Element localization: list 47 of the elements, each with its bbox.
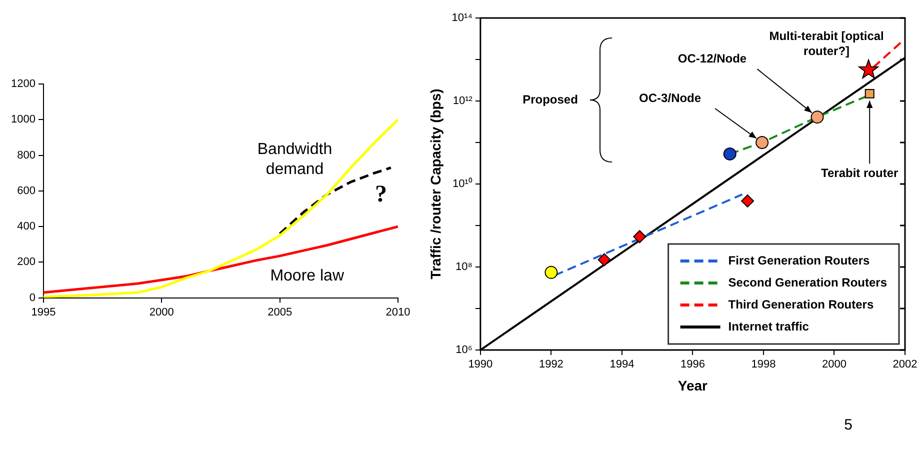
series-label: Moore law [270, 268, 344, 285]
x-tick-label: 1992 [538, 358, 564, 371]
y-tick-label: 1200 [10, 78, 36, 90]
annotation: Multi-terabit [optical router?] [769, 28, 884, 58]
point [544, 266, 558, 279]
y-tick-label: 10⁶ [456, 344, 472, 356]
x-tick-label: 2000 [149, 306, 174, 318]
annotation: OC-3/Node [639, 90, 702, 105]
x-tick-label: 1994 [610, 358, 634, 371]
legend-label: First Generation Routers [728, 253, 870, 268]
x-tick-label: 2000 [822, 358, 846, 371]
legend-label: Internet traffic [728, 319, 810, 334]
annotation: Proposed [522, 92, 578, 106]
annotation: ? [374, 181, 387, 208]
x-tick-label: 1996 [680, 358, 705, 371]
y-tick-label: 10¹² [452, 95, 473, 108]
y-tick-label: 10¹⁰ [452, 177, 472, 190]
x-tick-label: 1998 [751, 358, 776, 371]
x-tick-label: 2002 [892, 358, 918, 371]
y-tick-label: 10¹⁴ [452, 12, 473, 24]
y-tick-label: 600 [17, 184, 36, 197]
y-tick-label: 800 [17, 149, 36, 162]
y-tick-label: 400 [17, 220, 36, 233]
x-axis-title: Year [678, 377, 708, 394]
y-tick-label: 200 [17, 256, 36, 268]
x-tick-label: 2005 [268, 306, 292, 318]
point [633, 230, 646, 244]
y-tick-label: 10⁸ [456, 261, 472, 274]
y-tick-label: 0 [29, 292, 36, 304]
annotation: OC-12/Node [678, 51, 747, 66]
x-tick-label: 1995 [31, 306, 56, 318]
point [864, 88, 874, 98]
annotation: Terabit router [821, 166, 899, 180]
legend-label: Third Generation Routers [728, 297, 874, 312]
point [756, 136, 769, 149]
legend-label: Second Generation Routers [728, 275, 888, 290]
x-tick-label: 2010 [386, 306, 410, 318]
point [858, 59, 879, 79]
y-axis-title: Traffic /router Capacity (bps) [427, 88, 444, 280]
point [598, 253, 611, 266]
point [741, 194, 754, 208]
series-label: Bandwidth demand [257, 141, 332, 178]
text: 5 [844, 416, 853, 434]
y-tick-label: 1000 [10, 114, 36, 126]
x-tick-label: 1990 [468, 358, 493, 371]
point [810, 110, 824, 124]
point [723, 147, 736, 160]
